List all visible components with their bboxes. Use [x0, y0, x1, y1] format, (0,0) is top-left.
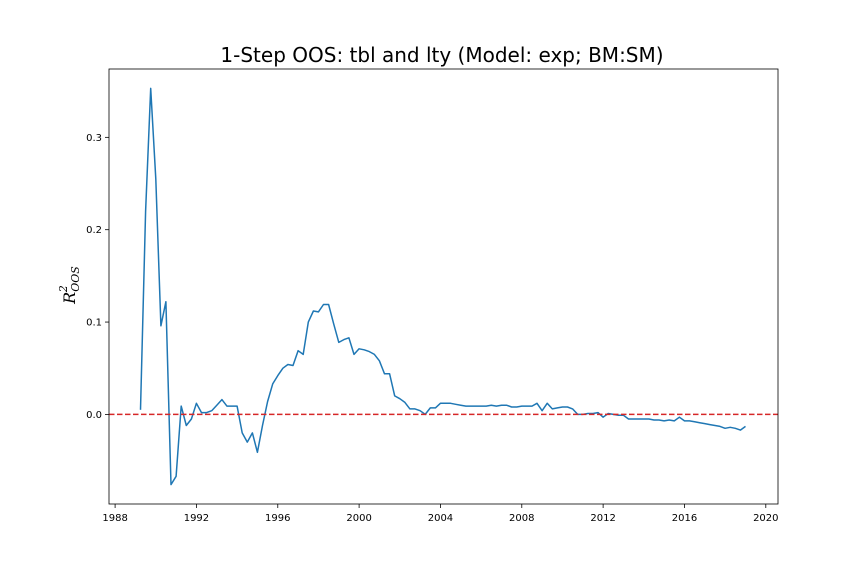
x-tick-label: 2016 [672, 513, 697, 524]
y-axis-label-subscript: OOS [69, 266, 82, 292]
y-axis-label-base: R [60, 292, 79, 305]
x-tick-label: 1988 [102, 513, 127, 524]
x-tick-label: 1992 [184, 513, 209, 524]
y-tick-label: 0.0 [86, 410, 102, 421]
x-tick-label: 2000 [346, 513, 371, 524]
x-tick-label: 2008 [509, 513, 534, 524]
x-tick-label: 2012 [590, 513, 615, 524]
y-tick-label: 0.3 [86, 133, 102, 144]
x-tick-label: 2020 [753, 513, 778, 524]
plot-area [109, 87, 778, 486]
y-tick-label: 0.2 [86, 225, 102, 236]
x-tick-label: 2004 [428, 513, 453, 524]
plot-frame [108, 68, 779, 505]
y-axis-label-superscript: 2 [57, 285, 70, 293]
y-tick-label: 0.1 [86, 318, 102, 329]
x-tick-label: 1996 [265, 513, 290, 524]
svg-text:ROOS2: ROOS2 [57, 266, 82, 305]
y-axis-label: ROOS2 [57, 266, 82, 305]
axis-ticks: 1988 1992 1996 2000 2004 2008 2012 2016 2020 0.0 0… [86, 133, 778, 524]
chart-title: 1-Step OOS: tbl and lty (Model: exp; BM:… [220, 43, 663, 67]
series-line [139, 87, 746, 486]
